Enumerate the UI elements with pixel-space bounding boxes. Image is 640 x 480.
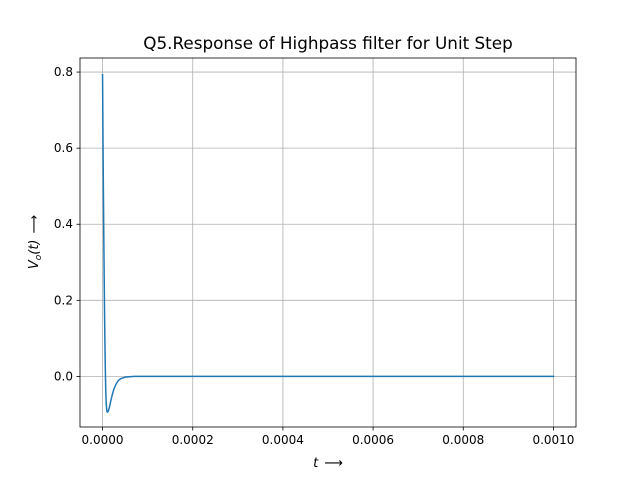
- x-tick-label: 0.0008: [442, 433, 484, 447]
- y-axis-var: V: [27, 259, 42, 269]
- y-axis-var-arg: (t): [27, 239, 42, 254]
- plot-frame: [79, 57, 577, 428]
- x-tick-label: 0.0010: [532, 433, 574, 447]
- x-tick-label: 0.0002: [172, 433, 214, 447]
- grid: [80, 58, 576, 427]
- x-tick-label: 0.0006: [352, 433, 394, 447]
- y-axis-var-sub: o: [34, 254, 44, 260]
- y-tick-label: 0.0: [54, 369, 73, 383]
- y-tick-label: 0.4: [54, 217, 73, 231]
- chart-title: Q5.Response of Highpass filter for Unit …: [143, 33, 512, 53]
- y-tick-label: 0.8: [54, 65, 73, 79]
- y-tick-label: 0.2: [54, 293, 73, 307]
- y-axis-label: Vo(t) ⟶: [27, 215, 44, 269]
- x-tick-label: 0.0000: [82, 433, 124, 447]
- y-axis-arrow: ⟶: [27, 215, 42, 234]
- plot-lines: [101, 73, 555, 413]
- x-axis-label: t ⟶: [313, 456, 343, 471]
- x-axis-arrow: ⟶: [324, 456, 343, 471]
- x-axis-var: t: [313, 456, 319, 471]
- y-tick-label: 0.6: [54, 141, 73, 155]
- series-line: [101, 73, 555, 413]
- y-axis-ticks: 0.0 0.2 0.4 0.6 0.8: [54, 65, 80, 383]
- x-tick-label: 0.0004: [262, 433, 304, 447]
- x-axis-ticks: 0.0000 0.0002 0.0004 0.0006 0.0008 0.0010: [82, 427, 574, 447]
